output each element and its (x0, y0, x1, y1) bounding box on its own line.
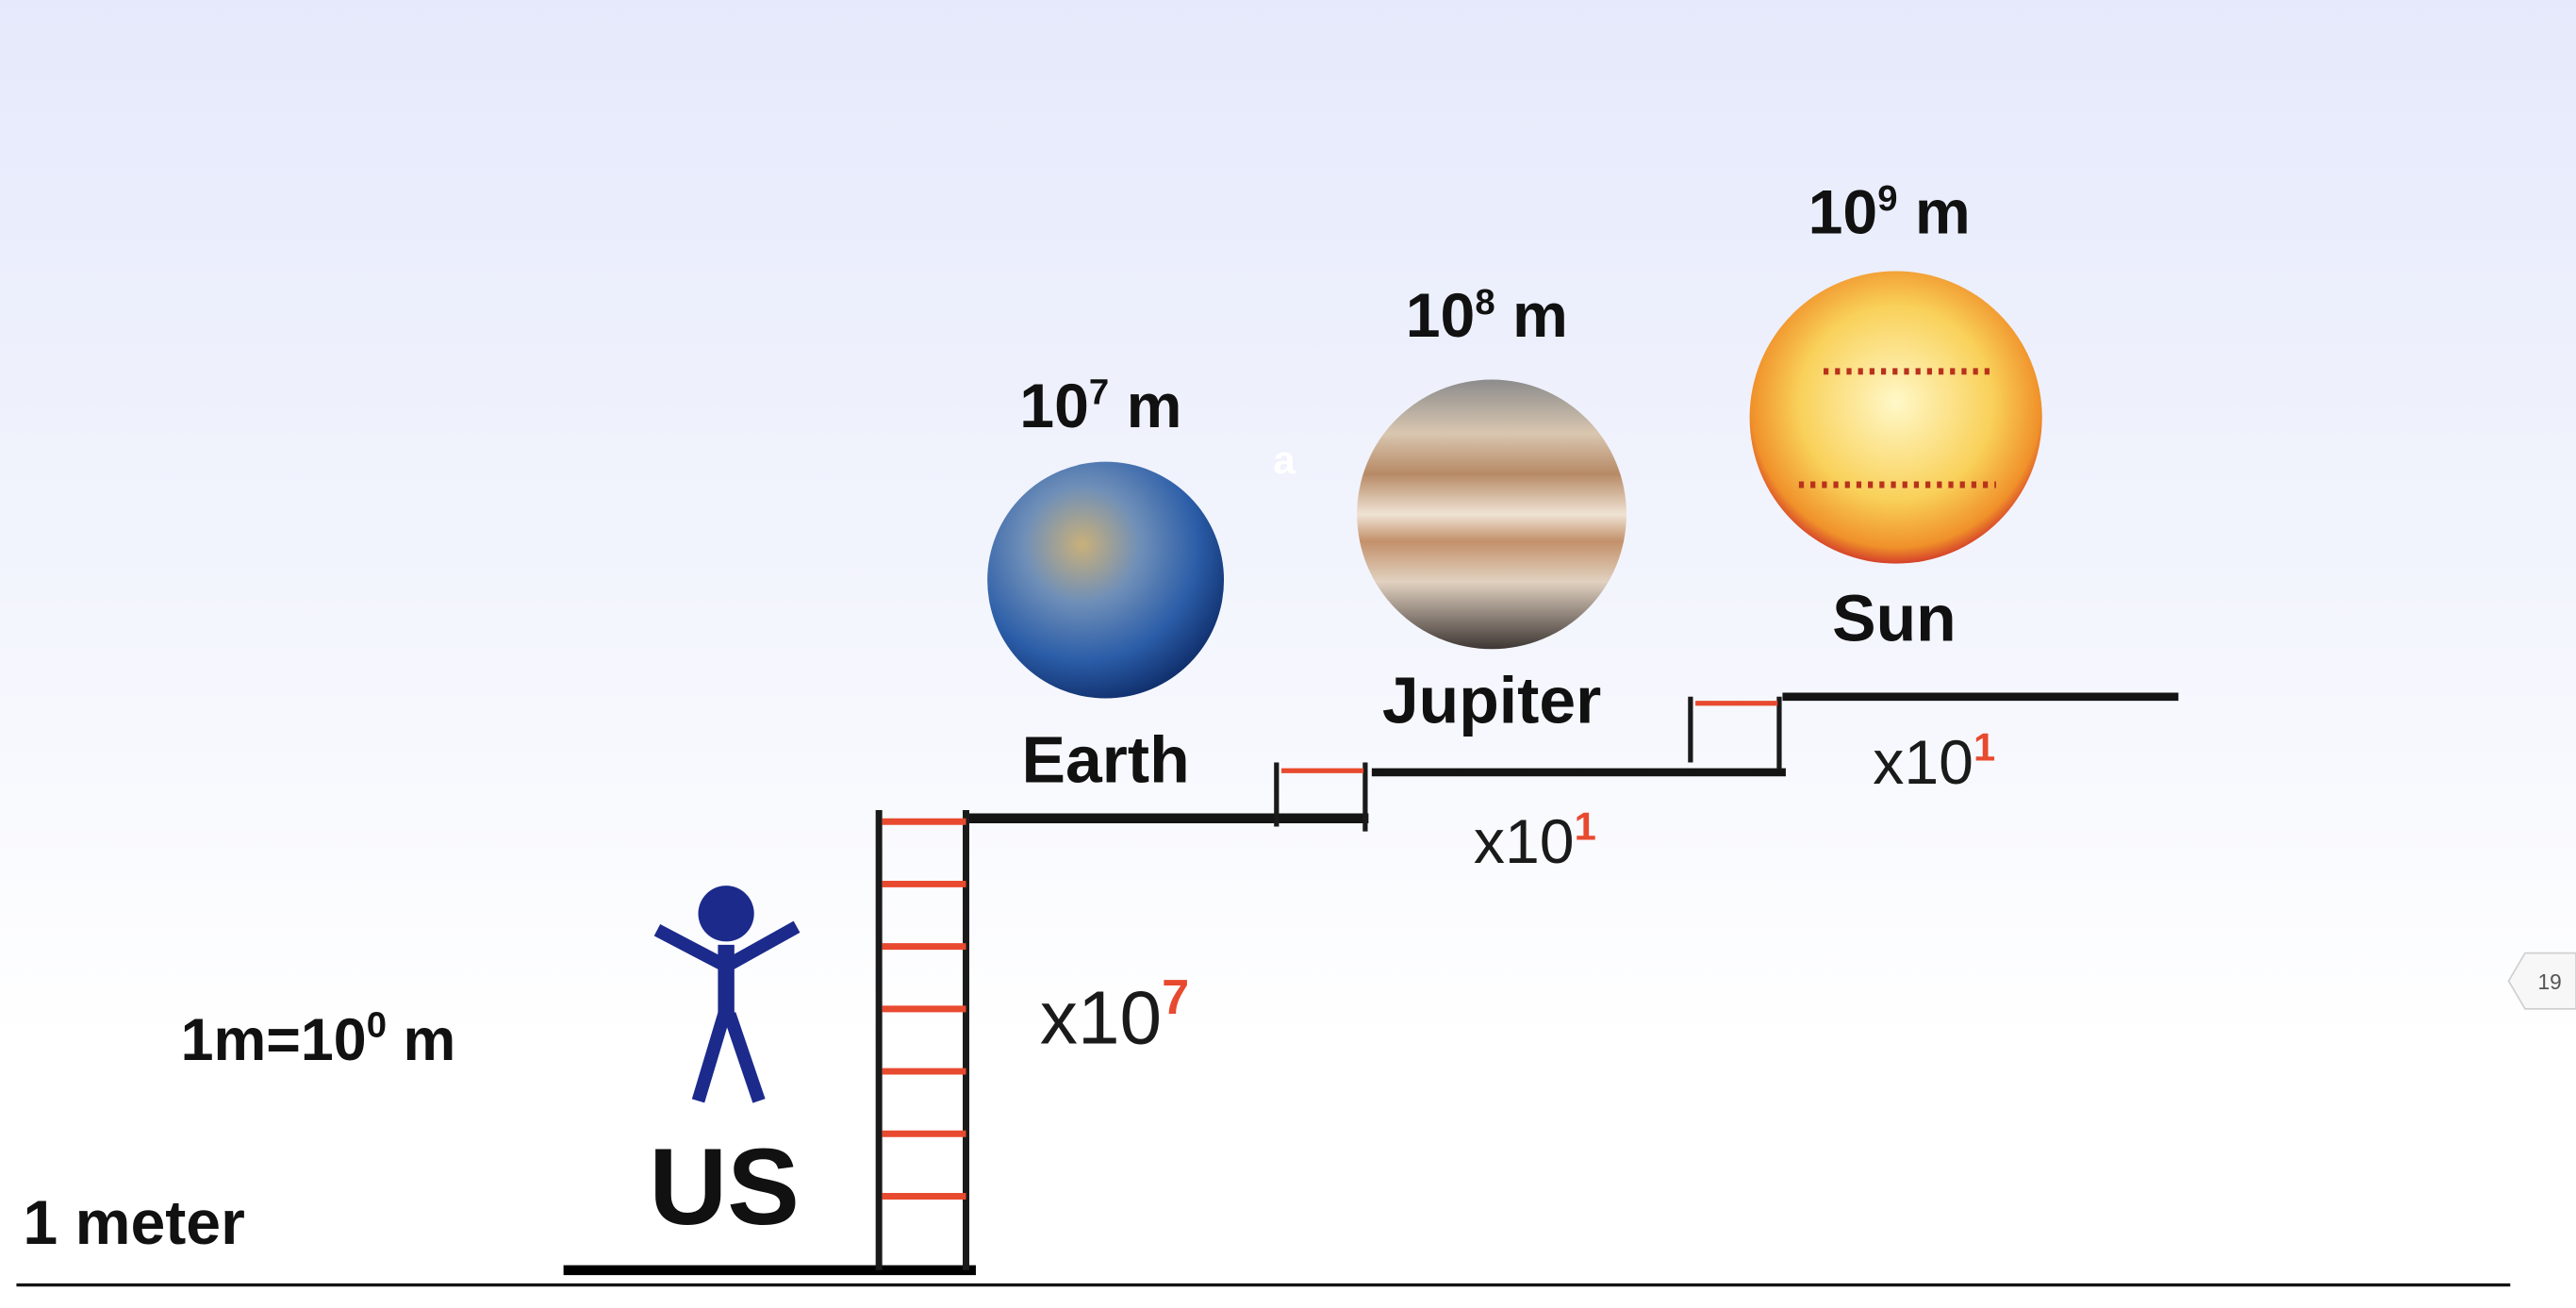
baseline-label: 1 meter (23, 1188, 244, 1258)
us-size-label: 1m=100 m (181, 1004, 456, 1072)
sun-size-label: 109 m (1808, 177, 1971, 247)
jupiter-planet-icon (1357, 379, 1627, 650)
sun-star-icon (1749, 271, 2042, 564)
page-number-badge[interactable]: 19 (2507, 952, 2576, 1010)
earth-label: Earth (1022, 722, 1190, 796)
us-label: US (649, 1127, 800, 1248)
step-ladder-2 (1688, 696, 1782, 770)
step-factor-2: x101 (1474, 803, 1596, 876)
jupiter-label: Jupiter (1382, 664, 1601, 737)
earth-size-label: 107 m (1019, 372, 1181, 441)
page-number: 19 (2538, 969, 2562, 994)
jupiter-size-label: 108 m (1406, 281, 1568, 351)
step-factor-3: x101 (1873, 725, 1995, 798)
stray-text: a (1273, 438, 1296, 482)
sun-label: Sun (1832, 582, 1957, 655)
earth-globe-icon (987, 461, 1225, 699)
person-icon (653, 886, 801, 1103)
step-factor-1: x107 (1040, 970, 1189, 1059)
ladder (875, 810, 969, 1270)
sunspots (1798, 368, 1996, 488)
step-ladder-1 (1274, 762, 1368, 832)
